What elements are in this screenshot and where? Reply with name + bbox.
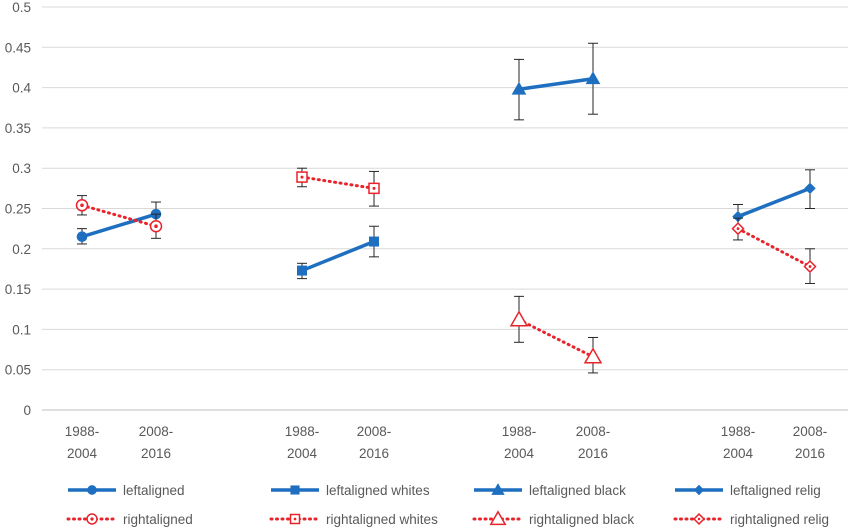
legend-marker [290,485,300,495]
series-leftaligned-whites [297,225,379,280]
data-point-center [154,224,158,229]
data-point-center [300,175,304,179]
data-point [297,265,307,276]
y-tick-label: 0.4 [12,81,31,96]
legend-item: rightaligned whites [269,512,438,527]
data-point [511,81,527,95]
data-point-center [372,186,376,190]
series-line [517,318,595,359]
legend-item: leftaligned relig [675,483,821,498]
legend-marker [693,484,705,496]
data-point [369,236,379,247]
data-point [76,231,88,243]
legend-marker [87,485,97,495]
x-tick-label: 1988-2004 [285,424,320,461]
legend-item: rightaligned relig [673,512,829,527]
gridlines [42,6,848,411]
legend-item: leftaligned [68,483,185,498]
legend-label: rightaligned [123,512,193,527]
data-point [509,310,529,327]
legend-marker [491,483,505,495]
series-rightaligned-black [509,295,603,374]
x-tick-label: 2008-2016 [139,424,174,461]
legend-marker-center [293,517,297,521]
legend-item: leftaligned black [474,483,626,498]
data-point [583,347,603,364]
series-line [736,227,812,269]
legend-marker-center [697,517,701,521]
series-leftaligned-relig [732,169,816,229]
x-tick-label: 2008-2016 [576,424,611,461]
y-tick-label: 0.05 [5,363,31,378]
legend-marker-center [90,517,94,521]
x-tick-label: 2008-2016 [793,424,828,461]
y-tick-label: 0.35 [5,121,31,136]
x-tick-label: 1988-2004 [721,424,756,461]
legend-item: rightaligned black [472,510,634,527]
y-tick-label: 0.1 [12,322,31,337]
plot-area [75,42,817,374]
data-point-center [736,227,740,231]
series-rightaligned-whites [296,167,380,207]
x-tick-label: 1988-2004 [502,424,537,461]
series-leftaligned-black [511,42,601,121]
legend-label: leftaligned whites [326,483,430,498]
data-point-center [808,265,812,268]
legend-label: leftaligned [123,483,185,498]
legend-item: rightaligned [66,512,193,527]
y-tick-label: 0.5 [12,0,31,15]
x-tick-label: 2008-2016 [357,424,392,461]
legend: leftaligned leftaligned whites leftaligned… [66,483,829,527]
series-line [737,186,811,219]
y-tick-label: 0.15 [5,282,31,297]
y-tick-label: 0.2 [12,242,31,257]
data-point-center [80,203,84,208]
series-line [80,203,158,228]
y-axis: 0 0.05 0.1 0.15 0.2 0.25 0.3 0.35 0.4 0.45 0.5 [5,0,32,418]
series-rightaligned [75,195,163,239]
y-tick-label: 0.3 [12,161,31,176]
y-tick-label: 0.25 [5,202,31,217]
series-line [518,77,594,91]
legend-label: leftaligned relig [730,483,821,498]
series-line [301,239,375,273]
x-tick-label: 1988-2004 [65,424,100,461]
data-point [804,182,816,195]
x-axis: 1988-2004 2008-2016 1988-2004 2008-2016 1988… [65,424,828,461]
y-tick-label: 0 [23,403,31,418]
legend-item: leftaligned whites [271,483,430,498]
legend-label: rightaligned whites [326,512,438,527]
legend-label: rightaligned black [529,512,634,527]
series-rightaligned-relig [731,217,817,284]
legend-marker [489,510,507,526]
series-line [81,212,157,239]
series-line [300,175,376,190]
data-point [585,71,601,85]
legend-label: leftaligned black [529,483,626,498]
y-tick-label: 0.45 [5,40,31,55]
legend-label: rightaligned relig [730,512,829,527]
